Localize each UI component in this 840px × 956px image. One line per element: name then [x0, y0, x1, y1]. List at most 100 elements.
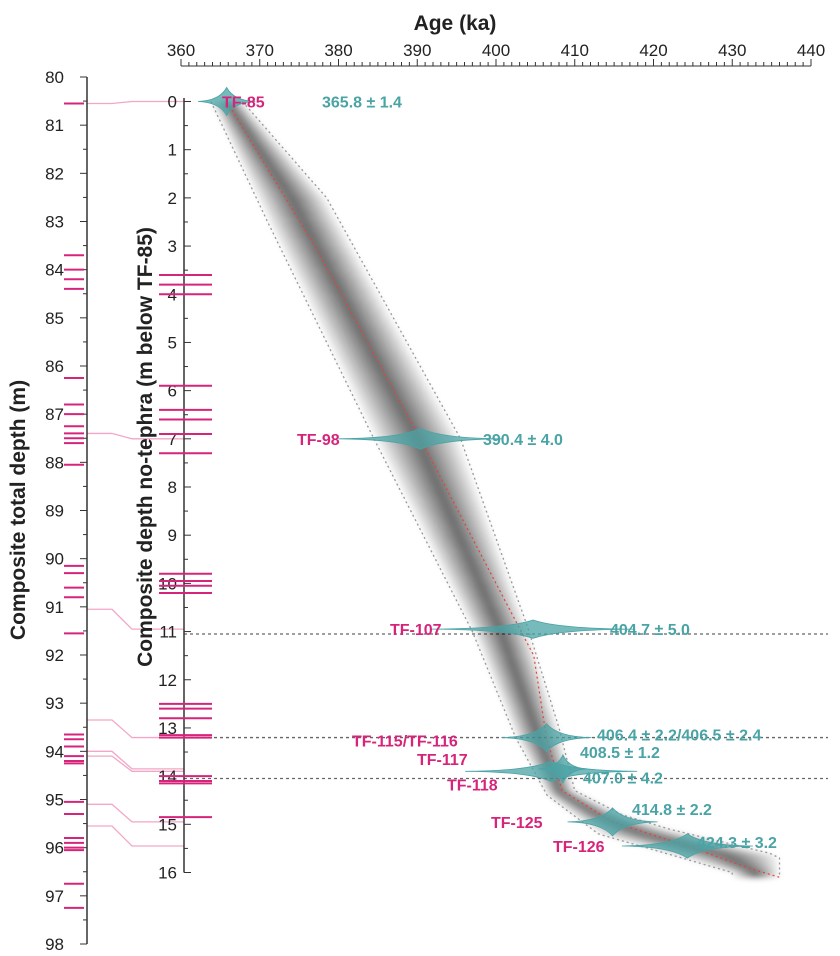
band-slice	[546, 793, 582, 796]
band-slice	[400, 489, 479, 493]
age-density-tf-126	[621, 833, 753, 859]
band-slice	[337, 364, 420, 367]
band-slice	[457, 600, 519, 603]
band-slice	[353, 395, 438, 399]
left-tick-label: 95	[45, 791, 64, 810]
band-slice	[324, 337, 405, 341]
band-slice	[367, 424, 454, 428]
band-slice	[488, 670, 542, 673]
band-slice	[259, 202, 330, 206]
band-slice	[216, 111, 252, 114]
left-tick-label: 84	[45, 261, 64, 280]
band-slice	[278, 243, 353, 247]
band-slice	[410, 508, 486, 512]
band-slice	[399, 487, 479, 490]
band-slice	[502, 703, 552, 707]
left-tick-label: 98	[45, 935, 64, 954]
band-slice	[272, 231, 347, 235]
band-slice	[220, 120, 261, 124]
band-slice	[252, 188, 320, 191]
band-slice	[363, 417, 450, 420]
band-slice	[383, 455, 467, 459]
band-slice	[366, 421, 452, 425]
band-slice	[264, 214, 337, 218]
band-slice	[289, 265, 365, 268]
band-slice	[384, 458, 468, 461]
band-slice	[485, 662, 540, 666]
band-slice	[501, 701, 552, 705]
right-tick-label: 11	[159, 623, 177, 642]
band-slice	[558, 802, 601, 806]
band-slice	[397, 484, 478, 488]
band-slice	[447, 581, 512, 584]
band-slice	[445, 578, 511, 582]
band-slice	[545, 790, 578, 794]
band-slice	[368, 426, 455, 430]
age-density-tf-125	[567, 807, 658, 837]
band-slice	[432, 552, 502, 555]
band-slice	[466, 619, 526, 623]
band-slice	[295, 277, 372, 281]
x-tick-label: 440	[797, 41, 825, 60]
band-slice	[275, 236, 349, 240]
band-slice	[468, 621, 527, 625]
band-slice	[610, 836, 705, 840]
band-slice	[460, 607, 522, 611]
left-axis-title: Composite total depth (m)	[7, 380, 30, 640]
band-slice	[350, 390, 435, 394]
left-tick-label: 80	[45, 68, 64, 87]
left-tick-label: 92	[45, 646, 64, 665]
band-slice	[248, 181, 313, 184]
band-slice	[443, 573, 510, 577]
band-slice	[464, 614, 524, 618]
x-tick-label: 420	[639, 41, 667, 60]
band-slice	[405, 499, 483, 502]
band-slice	[493, 682, 546, 685]
band-slice	[358, 405, 443, 408]
right-tick-label: 12	[158, 671, 177, 690]
tie-line	[87, 755, 184, 772]
band-slice	[439, 566, 507, 570]
band-slice	[543, 788, 575, 791]
band-slice	[478, 646, 534, 649]
age-density-tf-98	[338, 427, 503, 450]
band-slice	[481, 653, 537, 656]
right-tick-label: 1	[168, 141, 177, 160]
band-slice	[300, 287, 377, 290]
band-slice	[703, 862, 780, 866]
band-slice	[426, 540, 497, 543]
tephra-label-tf-118: TF-118	[447, 777, 498, 794]
band-slice	[284, 255, 360, 259]
age-label-tf-117: 408.5 ± 1.2	[580, 745, 660, 762]
band-slice	[661, 850, 765, 854]
band-slice	[489, 672, 543, 676]
band-slice	[463, 612, 523, 615]
band-slice	[218, 116, 257, 119]
band-slice	[386, 462, 470, 466]
band-slice	[244, 171, 305, 175]
band-slice	[288, 262, 364, 266]
band-slice	[425, 537, 497, 541]
band-slice	[504, 708, 554, 712]
band-slice	[369, 429, 456, 432]
left-tick-label: 97	[45, 887, 64, 906]
tephra-label-tf-107: TF-107	[390, 622, 442, 639]
band-slice	[413, 515, 489, 519]
band-slice	[508, 718, 557, 721]
band-slice	[525, 754, 566, 758]
age-label-tf-85: 365.8 ± 1.4	[322, 95, 402, 112]
band-slice	[296, 279, 373, 283]
band-slice	[245, 173, 307, 177]
band-slice	[483, 658, 538, 661]
band-slice	[507, 715, 556, 719]
band-slice	[302, 291, 380, 295]
band-slice	[380, 450, 466, 454]
band-slice	[495, 687, 547, 690]
band-slice	[511, 725, 559, 729]
left-tick-label: 91	[45, 598, 64, 617]
band-slice	[602, 834, 695, 837]
band-slice	[342, 373, 426, 377]
band-slice	[276, 238, 351, 242]
band-slice	[231, 144, 282, 148]
band-slice	[385, 460, 469, 464]
